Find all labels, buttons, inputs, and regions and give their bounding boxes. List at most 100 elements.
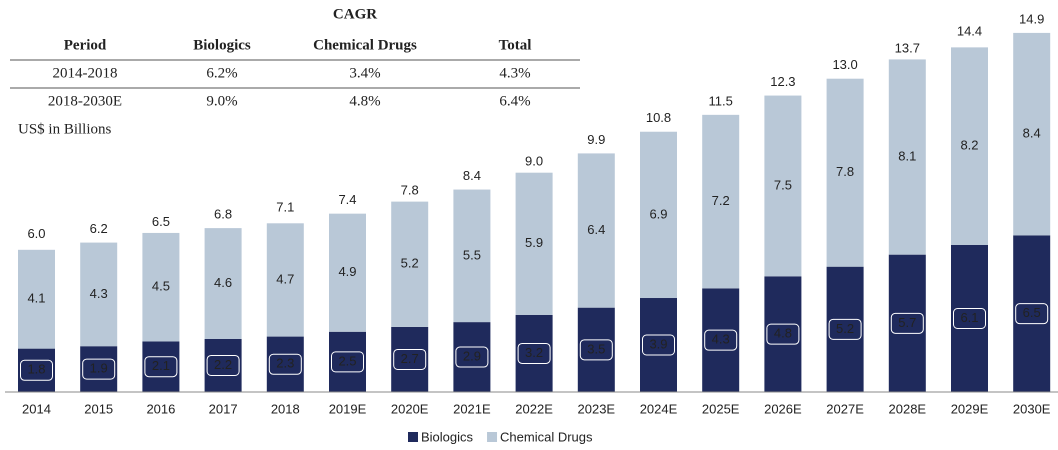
bar-segment [951, 47, 988, 245]
data-label: 7.2 [712, 193, 730, 208]
unit-label: US$ in Billions [18, 121, 112, 137]
x-tick-label: 2028E [889, 401, 927, 416]
data-label: 4.6 [214, 275, 232, 290]
total-label: 7.1 [276, 199, 294, 214]
label-box [331, 351, 364, 373]
label-box [144, 356, 178, 378]
data-label: 4.8 [774, 326, 792, 341]
data-label: 8.2 [960, 138, 978, 153]
data-label: 4.9 [338, 264, 356, 279]
data-label: 6.9 [649, 206, 667, 221]
total-label: 7.4 [338, 192, 356, 207]
x-tick-label: 2025E [702, 401, 740, 416]
table-cell: 6.2% [206, 65, 237, 81]
total-label: 8.4 [463, 168, 481, 183]
total-label: 13.7 [895, 40, 920, 55]
data-label: 2.5 [338, 353, 356, 368]
table-cell: 9.0% [206, 93, 237, 109]
data-label: 2.2 [214, 357, 232, 372]
data-label: 8.4 [1023, 126, 1041, 141]
data-label: 4.1 [27, 291, 45, 306]
label-box [890, 312, 924, 334]
x-tick-label: 2018 [271, 401, 300, 416]
x-tick-label: 2014 [22, 401, 51, 416]
x-tick-label: 2015 [84, 401, 113, 416]
bar-segment [640, 131, 677, 299]
data-label: 7.5 [774, 177, 792, 192]
data-label: 1.8 [27, 362, 45, 377]
bar-segment [1013, 32, 1051, 236]
label-box [953, 307, 986, 329]
bar-segment [391, 201, 429, 327]
data-label: 5.7 [898, 315, 916, 330]
bar-segment [453, 189, 491, 323]
total-label: 12.3 [770, 74, 795, 89]
table-cell: 4.3% [499, 65, 530, 81]
data-label: 3.2 [525, 345, 543, 360]
total-label: 6.2 [90, 221, 108, 236]
data-label: 3.9 [649, 336, 667, 351]
bar-segment [888, 59, 926, 255]
table-cell: 6.4% [499, 93, 530, 109]
label-box [1015, 303, 1049, 325]
table-cell: 2014-2018 [53, 65, 118, 81]
data-label: 4.5 [152, 279, 170, 294]
table-header: Chemical Drugs [313, 37, 417, 53]
data-label: 5.2 [401, 256, 419, 271]
data-label: 6.4 [587, 222, 605, 237]
bar-segment [826, 78, 864, 267]
data-label: 2.3 [276, 356, 294, 371]
data-label: 8.1 [898, 148, 916, 163]
data-label: 5.5 [463, 247, 481, 262]
label-box [766, 323, 800, 345]
data-label: 2.1 [152, 358, 170, 373]
label-box [642, 334, 675, 356]
total-label: 6.5 [152, 214, 170, 229]
label-box [579, 339, 613, 361]
total-label: 11.5 [709, 93, 733, 108]
legend-swatch [487, 432, 498, 442]
x-tick-label: 2030E [1013, 401, 1051, 416]
bar-segment [764, 95, 802, 277]
table-title: CAGR [333, 6, 377, 22]
table-cell: 3.4% [349, 65, 380, 81]
table-cell: 4.8% [349, 93, 380, 109]
data-label: 2.7 [401, 351, 419, 366]
label-box [206, 354, 240, 376]
data-label: 5.2 [836, 321, 854, 336]
label-box [393, 348, 427, 370]
x-tick-label: 2029E [951, 401, 989, 416]
data-label: 5.9 [525, 235, 543, 250]
label-box [455, 346, 489, 368]
total-label: 14.9 [1019, 11, 1044, 26]
data-label: 7.8 [836, 164, 854, 179]
bar-segment [18, 249, 55, 349]
total-label: 13.0 [832, 57, 857, 72]
x-tick-label: 2024E [640, 401, 678, 416]
bar-segment [266, 223, 304, 337]
legend-label: Biologics [421, 429, 474, 444]
total-label: 10.8 [646, 110, 671, 125]
bar-segment [329, 213, 366, 332]
data-label: 3.5 [587, 341, 605, 356]
label-box [268, 353, 302, 375]
table-cell: 2018-2030E [48, 93, 122, 109]
total-label: 7.8 [401, 182, 419, 197]
x-tick-label: 2017 [209, 401, 238, 416]
table-header: Biologics [193, 37, 251, 53]
legend-swatch [408, 432, 418, 442]
x-tick-label: 2021E [453, 401, 491, 416]
bar-segment [142, 232, 180, 342]
data-label: 6.1 [960, 310, 978, 325]
data-label: 2.9 [463, 348, 481, 363]
label-box [517, 342, 551, 364]
bar-segment [515, 172, 553, 315]
bar-segment [80, 242, 118, 347]
total-label: 6.0 [27, 226, 45, 241]
data-label: 1.9 [90, 361, 108, 376]
total-label: 6.8 [214, 207, 232, 222]
x-tick-label: 2026E [764, 401, 802, 416]
label-box [828, 318, 862, 340]
x-tick-label: 2027E [826, 401, 864, 416]
